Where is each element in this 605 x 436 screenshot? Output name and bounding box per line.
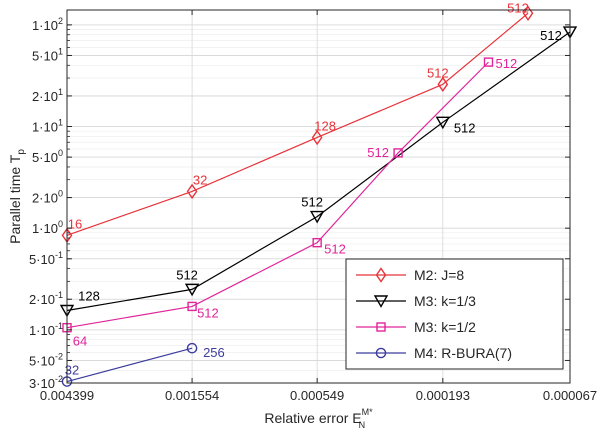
diamond-marker xyxy=(186,183,198,200)
circle-marker xyxy=(375,347,387,359)
y-tick-label: 5·10-1 xyxy=(29,250,63,267)
data-label: 256 xyxy=(203,345,225,360)
legend-entry: M3: k=1/2 xyxy=(356,319,476,335)
legend-label: M4: R-BURA(7) xyxy=(414,345,512,361)
grid-layer xyxy=(66,10,571,384)
square-marker xyxy=(312,237,322,248)
y-tick-label: 1·101 xyxy=(32,118,63,135)
legend-label: M3: k=1/3 xyxy=(414,293,476,309)
square-marker xyxy=(393,148,403,158)
x-tick-label: 0.004399 xyxy=(40,388,94,403)
data-label: 128 xyxy=(314,118,336,133)
triangle-marker xyxy=(309,210,325,224)
x-tick-label: 0.000549 xyxy=(290,388,344,403)
data-label: 64 xyxy=(73,334,87,349)
y-tick-label: 5·100 xyxy=(32,148,63,165)
data-label: 32 xyxy=(193,172,207,187)
data-label: 32 xyxy=(65,363,79,378)
x-tick-label: 0.000193 xyxy=(416,388,470,403)
y-tick-label: 2·100 xyxy=(32,189,63,206)
series-line xyxy=(66,347,193,383)
data-label: 512 xyxy=(301,195,323,210)
data-label: 512 xyxy=(197,305,219,320)
series-layer: 16 32 128 512 512 128 512 512 512 512 64 512 512 512 5… xyxy=(59,0,578,387)
x-tick-label: 0.000067 xyxy=(543,388,597,403)
plot-frame xyxy=(66,9,571,384)
triangle-marker xyxy=(435,116,451,130)
data-label: 512 xyxy=(540,28,562,43)
y-tick-label: 1·102 xyxy=(32,16,63,33)
triangle-marker xyxy=(184,283,200,297)
axis-labels: Relative error EM* N Parallel time Tp xyxy=(7,149,373,430)
y-tick-label: 1·100 xyxy=(32,219,63,236)
y-tick-label: 5·10-2 xyxy=(29,351,63,368)
y-tick-label: 5·101 xyxy=(32,46,63,63)
x-tick-label: 0.001554 xyxy=(165,388,219,403)
square-marker xyxy=(376,322,386,332)
data-label: 512 xyxy=(176,267,198,282)
y-tick-label: 1·10-1 xyxy=(29,321,63,338)
legend-label: M2: J=8 xyxy=(414,267,464,283)
series-diamond: 16 32 128 512 512 xyxy=(61,0,534,244)
data-label: 512 xyxy=(454,120,476,135)
y-tick-label: 3·10-2 xyxy=(29,374,63,391)
data-label: 512 xyxy=(367,145,389,160)
square-marker xyxy=(483,57,494,67)
y-axis-title: Parallel time Tp xyxy=(7,149,27,244)
legend-box xyxy=(345,258,564,370)
data-label: 512 xyxy=(507,0,529,15)
circle-marker xyxy=(186,342,198,354)
x-axis-title: Relative error EM* N xyxy=(264,407,373,430)
legend: M2: J=8 M3: k=1/3 M3: k=1/2 M4: R-BURA(7) xyxy=(345,258,564,370)
series-line xyxy=(66,12,529,236)
diamond-marker xyxy=(522,5,534,22)
series-square: 64 512 512 512 512 xyxy=(62,56,517,349)
diamond-marker xyxy=(311,129,323,146)
data-label: 512 xyxy=(427,65,449,80)
square-marker xyxy=(187,301,197,312)
legend-entry: M4: R-BURA(7) xyxy=(356,345,512,361)
y-tick-label: 2·10-1 xyxy=(29,290,63,307)
legend-label: M3: k=1/2 xyxy=(414,319,476,335)
y-tick-label: 2·101 xyxy=(32,87,63,104)
series-line xyxy=(66,61,489,329)
series-circle: 32 256 xyxy=(61,342,225,387)
series-triangle-down: 128 512 512 512 512 xyxy=(59,26,578,318)
data-label: 16 xyxy=(68,216,82,231)
series-line xyxy=(66,31,571,312)
legend-entry: M3: k=1/3 xyxy=(356,293,476,309)
triangle-marker xyxy=(373,295,389,308)
diamond-marker xyxy=(375,267,387,283)
data-label: 512 xyxy=(324,242,346,257)
data-label: 512 xyxy=(495,56,517,71)
data-label: 128 xyxy=(78,288,100,303)
axis-layer: 3·10-2 5·10-2 1·10-1 2·10-1 5·10-1 1·100 2·100… xyxy=(29,9,597,403)
legend-entry: M2: J=8 xyxy=(356,267,464,283)
diamond-marker xyxy=(437,76,449,93)
